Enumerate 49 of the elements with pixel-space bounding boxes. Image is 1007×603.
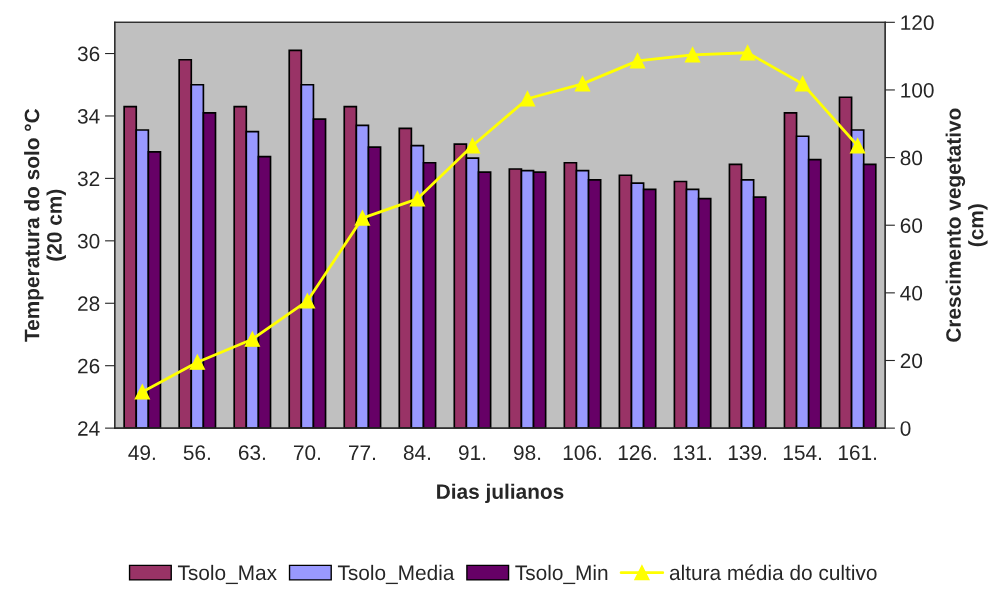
point [739, 45, 756, 61]
legend-label: altura média do cultivo [669, 564, 877, 581]
x-tick-label: 49. [128, 445, 155, 461]
x-tick-label: 63. [238, 445, 265, 461]
y2-tick-label: 40 [900, 285, 923, 301]
x-tick-label: 77. [349, 445, 375, 460]
point [850, 138, 866, 154]
x-axis-title: Dias julianos [437, 483, 564, 504]
x-tick-label: 161. [838, 445, 877, 461]
point [189, 354, 205, 370]
point [354, 210, 371, 226]
legend-label: Tsolo_Media [337, 564, 455, 585]
x-tick-label: 70. [293, 445, 320, 461]
point [409, 191, 426, 207]
x-tick-label: 154. [783, 445, 821, 461]
x-tick-label: 91. [458, 445, 486, 461]
x-tick-label: 106. [563, 445, 601, 461]
y2-tick-label: 60 [900, 218, 923, 233]
x-tick-label: 139. [728, 445, 766, 461]
point [244, 331, 261, 347]
y2-tick-label: 20 [900, 353, 923, 369]
x-tick-label: 126. [618, 445, 656, 461]
x-tick-label: 98. [513, 445, 541, 461]
y-tick-label: 32 [77, 171, 100, 187]
y-tick-label: 28 [78, 296, 100, 312]
x-tick-label: 56. [183, 445, 210, 461]
y2-tick-label: 120 [901, 15, 934, 31]
y2-tick-label: 100 [901, 82, 934, 98]
y-tick-label: 34 [77, 108, 100, 124]
y-tick-label: 30 [77, 233, 100, 249]
legend-label: Tsolo_Min [515, 564, 608, 585]
y2-axis-title: Crescimento vegetativo (cm) [945, 108, 988, 342]
point [464, 138, 481, 154]
y-tick-label: 24 [78, 421, 100, 436]
point [794, 76, 811, 92]
point [684, 47, 701, 63]
x-tick-label: 84. [403, 445, 431, 461]
point [574, 76, 591, 92]
y2-tick-label: 80 [900, 150, 923, 166]
y-axis-title: Temperatura do solo °C (20 cm) [24, 108, 66, 342]
y2-tick-label: 0 [900, 421, 911, 436]
y-tick-label: 26 [78, 358, 100, 374]
x-tick-label: 131. [673, 445, 711, 461]
y-tick-label: 36 [77, 46, 100, 62]
point [629, 53, 646, 69]
legend-label: Tsolo_Max [177, 564, 277, 585]
point [519, 91, 536, 107]
point [299, 293, 316, 309]
point [134, 384, 150, 400]
